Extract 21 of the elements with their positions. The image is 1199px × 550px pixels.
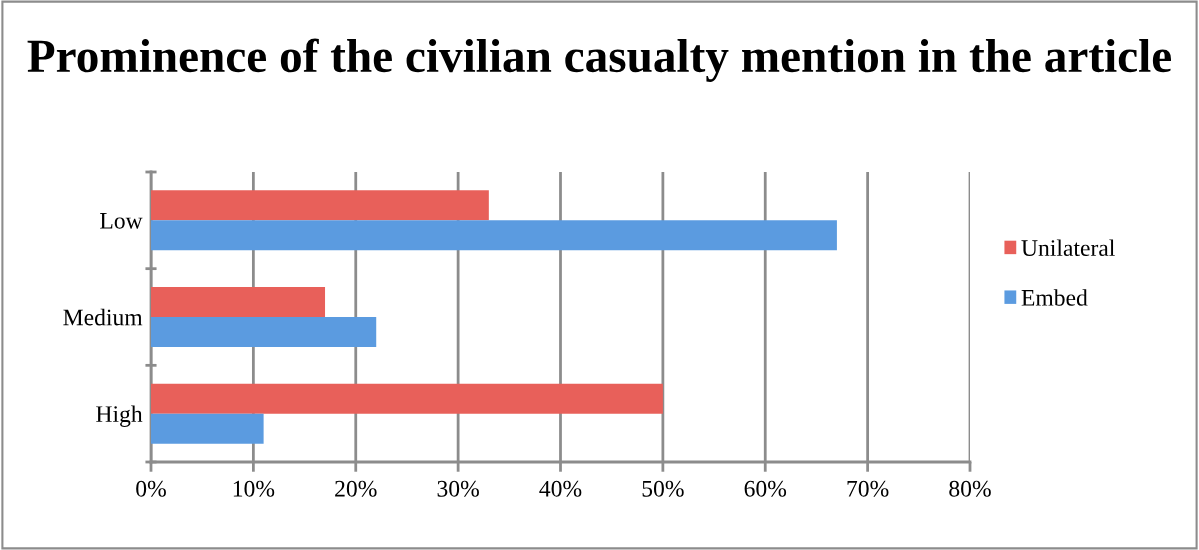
bar: [151, 317, 377, 347]
x-tick-label: 60%: [744, 480, 787, 497]
bar: [151, 287, 326, 317]
legend-label: Embed: [1021, 289, 1088, 306]
x-tick-label: 20%: [335, 480, 377, 497]
x-tick-label: 10%: [233, 480, 275, 497]
bar: [151, 383, 663, 414]
x-tick-label: 70%: [847, 480, 889, 497]
bar: [151, 220, 837, 251]
legend-label: Unilateral: [1021, 239, 1115, 257]
bar: [151, 190, 489, 221]
y-tick-label: High: [96, 405, 143, 427]
y-tick-label: Medium: [63, 308, 143, 326]
x-tick-label: 0%: [136, 480, 166, 497]
chart-title: Prominence of the civilian casualty mention in the article: [27, 38, 1172, 82]
bar: [151, 413, 264, 444]
x-tick-label: 50%: [642, 480, 684, 497]
x-tick-label: 40%: [539, 480, 582, 497]
x-tick-label: 80%: [949, 480, 991, 497]
x-tick-label: 30%: [437, 480, 479, 497]
y-tick-label: Low: [100, 213, 143, 229]
